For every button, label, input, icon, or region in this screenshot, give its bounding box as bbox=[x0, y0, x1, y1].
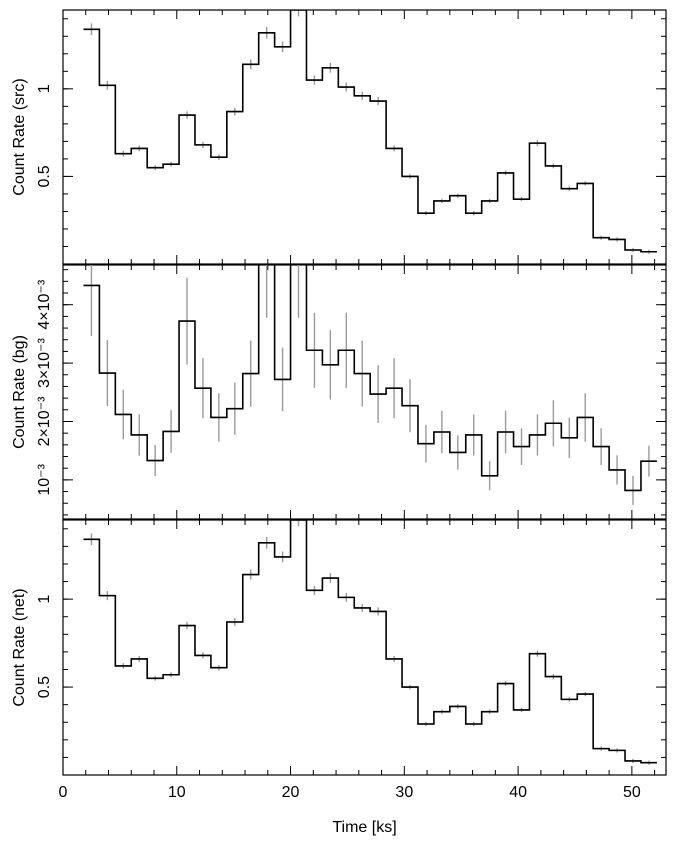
series-group bbox=[83, 520, 657, 765]
light-curve-step-line bbox=[83, 10, 657, 253]
x-tick-label: 0 bbox=[59, 784, 68, 801]
panel-frame bbox=[62, 519, 667, 776]
x-tick-label: 20 bbox=[282, 784, 300, 801]
y-tick-label: 1 bbox=[36, 595, 53, 604]
y-axis-label: Count Rate (bg) bbox=[11, 335, 28, 449]
light-curve-step-line bbox=[83, 265, 657, 492]
y-tick-label: 0.5 bbox=[36, 676, 53, 698]
y-axis-label: Count Rate (net) bbox=[11, 588, 28, 706]
y-tick-label: 4×10⁻³ bbox=[36, 279, 53, 329]
x-tick-label: 50 bbox=[623, 784, 641, 801]
y-tick-label: 1 bbox=[36, 84, 53, 93]
panel-frame bbox=[62, 264, 667, 520]
panel-frame bbox=[62, 9, 667, 265]
y-tick-label: 3×10⁻³ bbox=[36, 338, 53, 388]
y-tick-label: 2×10⁻³ bbox=[36, 396, 53, 446]
y-tick-label: 10⁻³ bbox=[36, 463, 53, 495]
x-tick-label: 40 bbox=[509, 784, 527, 801]
x-tick-label: 30 bbox=[395, 784, 413, 801]
y-tick-label: 0.5 bbox=[36, 165, 53, 187]
x-tick-label: 10 bbox=[168, 784, 186, 801]
light-curve-step-line bbox=[83, 520, 657, 764]
series-group bbox=[83, 265, 657, 505]
panel-src: 0.5 1 Count Rate (src) bbox=[11, 9, 667, 265]
series-group bbox=[83, 10, 657, 254]
x-axis: Time [ks] 0 10 20 30 40 50 bbox=[59, 784, 641, 836]
x-axis-label: Time [ks] bbox=[332, 819, 396, 836]
panel-net: 0.5 1 Count Rate (net) bbox=[11, 519, 667, 776]
y-axis-label: Count Rate (src) bbox=[11, 78, 28, 195]
panel-bg: 10⁻³ 2×10⁻³ 3×10⁻³ 4×10⁻³ Count Rate (bg) bbox=[11, 264, 667, 520]
